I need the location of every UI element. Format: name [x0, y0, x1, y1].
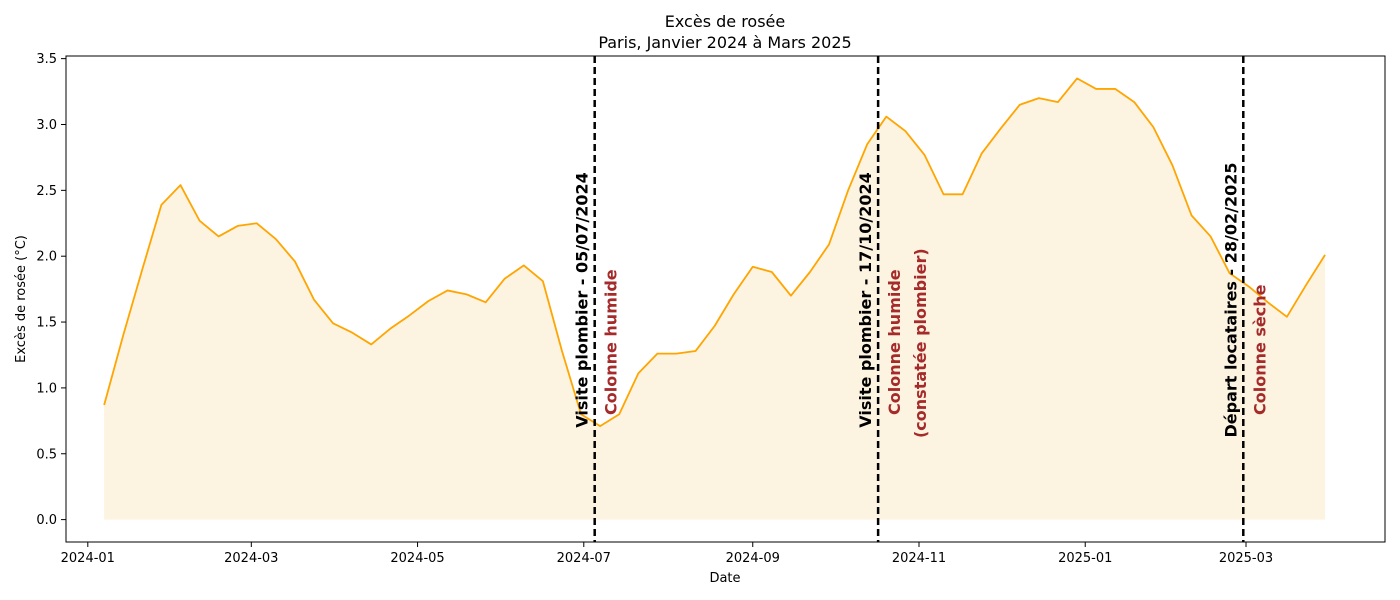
data-point-2024-09-29 — [828, 243, 830, 245]
x-tick-label: 2025-03 — [1219, 551, 1273, 566]
plot-area: Visite plombier - 05/07/2024 Colonne humi… — [103, 56, 1326, 542]
data-point-2024-10-13 — [866, 143, 868, 145]
x-tick-label: 2024-07 — [557, 551, 611, 566]
data-point-2024-06-09 — [523, 264, 525, 266]
data-point-2024-08-04 — [675, 353, 677, 355]
data-point-2024-04-21 — [389, 328, 391, 330]
data-point-2024-05-05 — [427, 300, 429, 302]
y-tick-label: 1.5 — [36, 316, 57, 331]
data-point-2024-08-11 — [695, 350, 697, 352]
data-point-2024-04-28 — [408, 314, 410, 316]
data-point-2024-06-02 — [504, 278, 506, 280]
y-axis: 0.0 0.5 1.0 1.5 2.0 2.5 3.0 3.5 — [36, 52, 66, 528]
plot-frame — [65, 55, 1386, 543]
data-point-2024-08-25 — [733, 293, 735, 295]
data-point-2024-10-06 — [847, 189, 849, 191]
data-point-2024-01-21 — [141, 268, 143, 270]
data-point-2024-09-08 — [771, 271, 773, 273]
y-tick-label: 2.5 — [36, 184, 57, 199]
data-point-2024-01-07 — [103, 404, 105, 406]
data-point-2024-03-10 — [275, 238, 277, 240]
y-axis-label: Excès de rosée (°C) — [14, 235, 29, 363]
x-tick-label: 2024-09 — [726, 551, 780, 566]
data-point-2024-01-14 — [122, 334, 124, 336]
event-note-2-2: (constatée plombier) — [911, 248, 930, 438]
data-point-2024-11-03 — [923, 154, 925, 156]
x-tick-label: 2024-01 — [61, 551, 115, 566]
data-point-2024-09-01 — [752, 266, 754, 268]
data-point-2024-03-17 — [294, 260, 296, 262]
series-line — [103, 77, 1326, 427]
data-point-2025-02-02 — [1171, 164, 1173, 166]
data-point-2024-07-21 — [637, 372, 639, 374]
data-point-2024-12-08 — [1019, 104, 1021, 106]
y-tick-label: 3.5 — [36, 52, 57, 67]
data-point-2024-10-27 — [904, 130, 906, 132]
event-label-2: Visite plombier - 17/10/2024 — [856, 172, 875, 427]
data-point-2024-12-29 — [1076, 77, 1078, 79]
y-tick-label: 2.0 — [36, 250, 57, 265]
data-point-2025-03-16 — [1286, 316, 1288, 318]
data-point-2024-05-19 — [466, 293, 468, 295]
data-point-2025-03-30 — [1324, 254, 1326, 256]
x-tick-label: 2024-05 — [390, 551, 444, 566]
data-point-2025-01-12 — [1114, 88, 1116, 90]
event-note-2-1: Colonne humide — [885, 269, 904, 415]
x-tick-label: 2025-01 — [1058, 551, 1112, 566]
x-axis: 2024-01 2024-03 2024-05 2024-07 2024-09 2024-… — [61, 542, 1273, 566]
chart-subtitle: Paris, Janvier 2024 à Mars 2025 — [598, 33, 851, 52]
x-axis-label: Date — [709, 571, 740, 586]
y-tick-label: 3.0 — [36, 118, 57, 133]
data-point-2024-07-07 — [599, 425, 601, 427]
data-point-2024-09-15 — [790, 295, 792, 297]
data-point-2024-12-22 — [1057, 101, 1059, 103]
chart-title: Excès de rosée — [665, 12, 785, 31]
data-point-2024-03-03 — [256, 222, 258, 224]
data-point-2024-02-04 — [179, 184, 181, 186]
data-point-2025-02-16 — [1210, 235, 1212, 237]
data-point-2024-09-22 — [809, 271, 811, 273]
data-point-2024-02-18 — [218, 235, 220, 237]
event-note-1-1: Colonne humide — [602, 269, 621, 415]
data-point-2024-01-28 — [160, 204, 162, 206]
data-point-2024-05-12 — [447, 289, 449, 291]
data-point-2024-06-23 — [561, 350, 563, 352]
data-point-2024-04-14 — [370, 343, 372, 345]
data-point-2024-03-24 — [313, 299, 315, 301]
data-point-2025-01-05 — [1095, 88, 1097, 90]
data-point-2024-02-11 — [199, 220, 201, 222]
data-point-2024-11-17 — [962, 193, 964, 195]
data-point-2024-02-25 — [237, 225, 239, 227]
data-point-2024-11-10 — [943, 193, 945, 195]
data-point-2024-04-07 — [351, 332, 353, 334]
area-fill — [104, 78, 1326, 520]
data-point-2024-03-31 — [332, 322, 334, 324]
data-point-2024-07-28 — [656, 353, 658, 355]
data-point-2025-01-19 — [1133, 101, 1135, 103]
data-point-2024-11-24 — [981, 152, 983, 154]
event-label-3: Départ locataires - 28/02/2025 — [1221, 163, 1240, 438]
x-tick-label: 2024-03 — [224, 551, 278, 566]
x-tick-label: 2024-11 — [892, 551, 946, 566]
data-point-2024-12-15 — [1038, 97, 1040, 99]
data-point-2024-05-26 — [485, 301, 487, 303]
data-point-2024-12-01 — [1000, 127, 1002, 129]
data-point-2024-10-20 — [885, 116, 887, 118]
y-tick-label: 1.0 — [36, 381, 57, 396]
y-tick-label: 0.0 — [36, 513, 57, 528]
data-point-2025-03-23 — [1305, 284, 1307, 286]
data-point-2024-06-16 — [542, 280, 544, 282]
y-tick-label: 0.5 — [36, 447, 57, 462]
event-label-1: Visite plombier - 05/07/2024 — [573, 172, 592, 427]
data-point-2025-01-26 — [1152, 126, 1154, 128]
data-point-2025-02-09 — [1191, 214, 1193, 216]
data-point-2024-08-18 — [714, 325, 716, 327]
event-note-3-1: Colonne sèche — [1250, 284, 1269, 415]
